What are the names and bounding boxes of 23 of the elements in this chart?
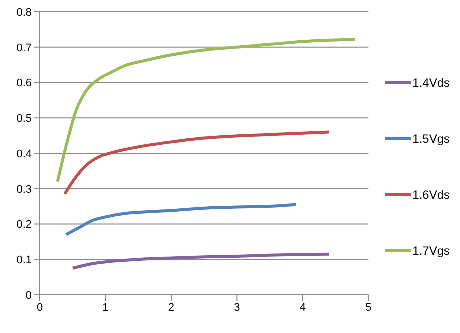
x-tick-label: 4 <box>300 302 306 314</box>
x-tick-label: 0 <box>36 302 44 314</box>
y-tick-label: 0.6 <box>16 78 32 90</box>
legend-label: 1.5Vgs <box>412 132 450 146</box>
y-tick-label: 0.5 <box>16 113 32 126</box>
x-tick-label: 5 <box>366 302 372 314</box>
line-series <box>63 130 331 196</box>
x-tick-label: 2 <box>168 302 175 314</box>
y-tick-label: 0.1 <box>16 254 32 267</box>
y-tick-label: 0.4 <box>16 148 32 160</box>
line-series <box>64 203 298 236</box>
legend-label: 1.6Vds <box>412 188 450 202</box>
x-tick-label: 1 <box>102 302 109 314</box>
line-series <box>71 252 331 270</box>
x-tick-label: 3 <box>234 302 240 314</box>
y-tick-label: 0.3 <box>16 184 32 196</box>
y-tick-label: 0.7 <box>16 42 32 54</box>
legend-label: 1.4Vds <box>412 76 450 90</box>
legend-label: 1.7Vgs <box>412 244 450 258</box>
y-tick-label: 0 <box>26 290 32 302</box>
line-series <box>56 38 357 184</box>
y-tick-label: 0.2 <box>16 219 32 232</box>
y-tick-label: 0.8 <box>16 6 32 19</box>
